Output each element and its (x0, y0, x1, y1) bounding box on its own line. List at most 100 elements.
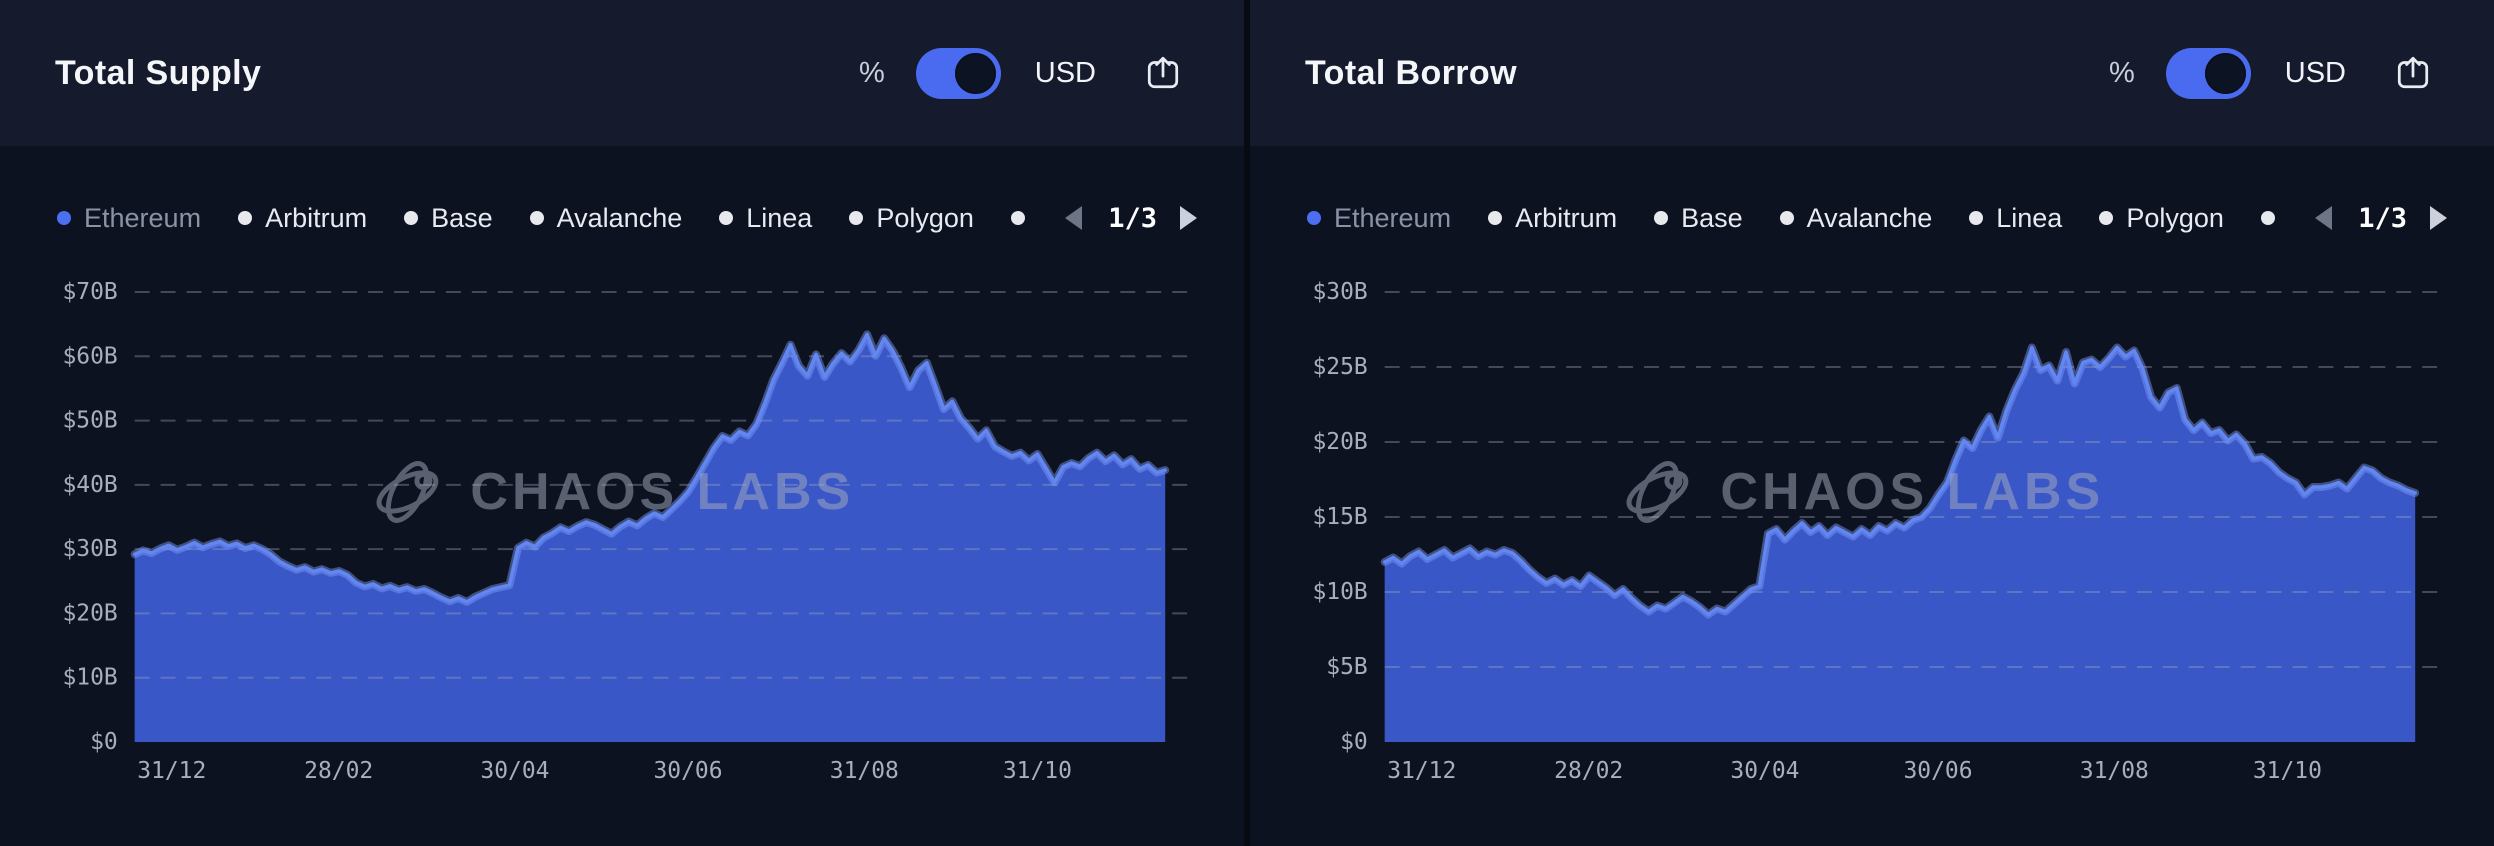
x-axis-label: 30/06 (654, 758, 723, 784)
total-borrow-panel: Total Borrow % USD Ethereum Arbitrum Base A… (1250, 0, 2494, 846)
x-axis-label: 31/08 (2080, 758, 2149, 784)
legend-item-arbitrum[interactable]: Arbitrum (1488, 203, 1617, 234)
legend-dot-polygon-icon (849, 211, 864, 225)
legend-item-avalanche[interactable]: Avalanche (529, 202, 683, 234)
line-series-ethereum (132, 332, 1167, 604)
legend-dot-ethereum-icon (57, 211, 71, 225)
legend-overflow-dot[interactable] (2260, 211, 2275, 225)
legend-label: Arbitrum (1515, 202, 1618, 233)
x-axis-label: 30/04 (1730, 758, 1799, 784)
y-axis-label: $5B (1326, 654, 1367, 680)
toggle-knob-icon (2204, 52, 2246, 94)
legend-dot-linea-icon (719, 211, 734, 225)
usd-label: USD (1034, 56, 1096, 89)
total-supply-panel: Total Supply % USD Ethereum Arbitrum Base A… (0, 0, 1244, 846)
x-axis-label: 28/02 (304, 758, 373, 784)
legend-item-ethereum[interactable]: Ethereum (1307, 203, 1451, 234)
legend-dot-avalanche-icon (1779, 211, 1794, 225)
legend-label: Arbitrum (265, 202, 368, 233)
y-axis-label: $10B (1312, 579, 1367, 605)
legend-item-linea[interactable]: Linea (1969, 203, 2062, 234)
y-axis-label: $30B (1312, 279, 1367, 305)
legend-prev-page-icon[interactable] (1065, 206, 1083, 230)
x-axis-label: 30/06 (1904, 758, 1973, 784)
legend: Ethereum Arbitrum Base Avalanche Linea Polygo… (1307, 190, 2447, 246)
total-supply-header: Total Supply % USD (0, 0, 1244, 146)
legend-label: Base (1681, 202, 1743, 233)
legend-item-linea[interactable]: Linea (719, 203, 812, 234)
total-borrow-chart[interactable]: $30B $25B $20B $15B $10B $5B $0 31/12 28/02 30/04… (1250, 246, 2494, 846)
legend-next-page-icon[interactable] (1180, 206, 1197, 230)
x-axis-label: 31/12 (137, 758, 206, 784)
page-title: Total Borrow (1305, 53, 1517, 92)
legend-dot-polygon-icon (2099, 211, 2114, 225)
legend-pagination: 1/3 (1065, 203, 1197, 234)
legend-item-ethereum[interactable]: Ethereum (57, 203, 201, 234)
y-axis-label: $20B (1312, 429, 1367, 455)
legend-item-arbitrum[interactable]: Arbitrum (238, 203, 367, 234)
legend-label: Ethereum (84, 202, 202, 233)
x-axis-label: 28/02 (1554, 758, 1623, 784)
y-axis-label: $0 (1340, 729, 1368, 755)
y-axis-label: $30B (62, 536, 117, 562)
y-axis-label: $60B (62, 343, 117, 369)
legend-label: Avalanche (556, 202, 683, 233)
x-axis-label: 30/04 (480, 758, 549, 784)
legend-label: Base (431, 202, 493, 233)
legend: Ethereum Arbitrum Base Avalanche Linea Polygo… (57, 190, 1197, 246)
legend-prev-page-icon[interactable] (2315, 206, 2333, 230)
legend-item-polygon[interactable]: Polygon (849, 203, 974, 234)
unit-toggle[interactable] (915, 47, 1001, 99)
y-axis-label: $50B (62, 408, 117, 434)
legend-item-base[interactable]: Base (404, 203, 493, 234)
y-axis-label: $0 (90, 729, 118, 755)
y-axis-label: $25B (1312, 354, 1367, 380)
x-axis-label: 31/10 (1003, 758, 1072, 784)
legend-label: Linea (1996, 202, 2063, 233)
legend-dot-ethereum-icon (1307, 211, 1321, 225)
y-axis-label: $70B (62, 279, 117, 305)
toggle-knob-icon (954, 52, 996, 94)
legend-next-page-icon[interactable] (2430, 206, 2447, 230)
legend-page-indicator: 1/3 (2358, 202, 2407, 234)
share-export-icon (1147, 56, 1179, 89)
legend-label: Linea (746, 202, 813, 233)
legend-label: Ethereum (1334, 202, 1452, 233)
legend-page-indicator: 1/3 (1108, 202, 1157, 234)
legend-dot-arbitrum-icon (1488, 211, 1503, 225)
y-axis-label: $10B (62, 665, 117, 691)
page-title: Total Supply (55, 53, 262, 92)
x-axis-label: 31/10 (2253, 758, 2322, 784)
x-axis-label: 31/08 (830, 758, 899, 784)
legend-label: Polygon (2126, 202, 2224, 233)
area-series-ethereum (134, 334, 1166, 742)
unit-controls: % USD (2108, 47, 2432, 99)
y-axis-label: $15B (1312, 504, 1367, 530)
y-axis-label: $40B (62, 472, 117, 498)
legend-pagination: 1/3 (2315, 203, 2447, 234)
line-series-ethereum (1382, 345, 2417, 617)
share-button[interactable] (1144, 54, 1182, 92)
legend-label: Polygon (876, 202, 974, 233)
total-borrow-header: Total Borrow % USD (1250, 0, 2494, 146)
area-series-ethereum (1384, 347, 2416, 742)
percent-label: % (2108, 56, 2135, 89)
unit-toggle[interactable] (2165, 47, 2251, 99)
legend-overflow-dot[interactable] (1010, 211, 1025, 225)
legend-dot-base-icon (404, 211, 419, 225)
legend-dot-avalanche-icon (529, 211, 544, 225)
legend-label: Avalanche (1806, 202, 1933, 233)
y-axis-label: $20B (62, 600, 117, 626)
legend-item-base[interactable]: Base (1654, 203, 1743, 234)
share-button[interactable] (2394, 54, 2432, 92)
total-supply-chart[interactable]: $70B $60B $50B $40B $30B $20B $10B $0 31/12 28/02… (0, 246, 1244, 846)
share-export-icon (2397, 56, 2429, 89)
legend-item-avalanche[interactable]: Avalanche (1779, 202, 1933, 234)
legend-dot-linea-icon (1969, 211, 1984, 225)
usd-label: USD (2284, 56, 2346, 89)
legend-item-polygon[interactable]: Polygon (2099, 203, 2224, 234)
percent-label: % (858, 56, 885, 89)
total-supply-chart-area: Ethereum Arbitrum Base Avalanche Linea Polygo… (0, 146, 1244, 846)
x-axis-label: 31/12 (1387, 758, 1456, 784)
